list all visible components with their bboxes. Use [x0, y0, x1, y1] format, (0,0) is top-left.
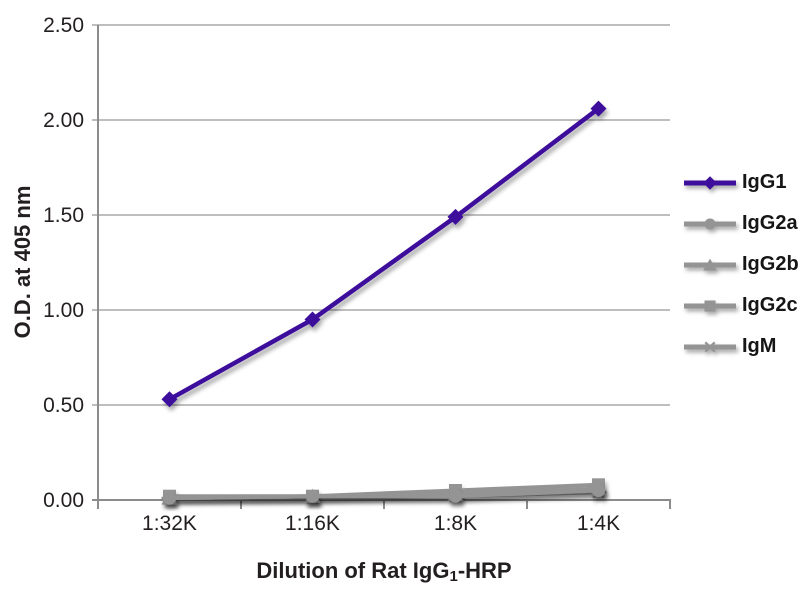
legend-item-IgG2a: IgG2a: [684, 203, 799, 244]
series-IgG1: [161, 100, 607, 408]
diamond-marker-icon: [447, 208, 464, 225]
legend-label: IgG2b: [742, 253, 799, 275]
legend-swatch-IgG2a: [684, 217, 736, 230]
y-tick-label: 2.50: [43, 14, 84, 37]
chart-legend: IgG1 IgG2a IgG2b IgG2c IgM: [684, 162, 799, 367]
y-tick-label: 0.00: [43, 489, 84, 512]
circle-marker-icon: [163, 491, 176, 505]
series-IgG2a: [163, 484, 605, 505]
legend-label: IgG2c: [742, 294, 798, 316]
square-marker-icon: [704, 299, 716, 312]
legend-swatch-IgG2b: [684, 258, 736, 271]
x-tick-label: 1:4K: [577, 512, 620, 535]
y-tick-label: 0.50: [43, 394, 84, 417]
legend-swatch-IgG2c: [684, 299, 736, 312]
diamond-marker-icon: [590, 100, 607, 117]
legend-item-IgG2c: IgG2c: [684, 285, 799, 326]
y-axis-tick-labels: 0.00 0.50 1.00 1.50 2.00 2.50: [43, 14, 84, 512]
x-tick-label: 1:16K: [285, 512, 340, 535]
x-axis-tick-labels: 1:32K 1:16K 1:8K 1:4K: [142, 512, 620, 535]
diamond-marker-icon: [304, 311, 321, 328]
legend-item-IgM: IgM: [684, 326, 799, 367]
series-line-IgG2a: [169, 488, 599, 501]
legend-label: IgG1: [742, 171, 787, 193]
x-axis-ticks: [97, 500, 671, 509]
x-tick-label: 1:32K: [142, 512, 197, 535]
circle-marker-icon: [592, 484, 605, 497]
x-axis-title: Dilution of Rat IgG1-HRP: [256, 558, 511, 585]
circle-marker-icon: [449, 489, 462, 503]
legend-swatch-IgG1: [684, 175, 736, 190]
legend-swatch-IgM: [684, 341, 736, 352]
circle-marker-icon: [306, 489, 319, 503]
diamond-marker-icon: [161, 391, 178, 408]
y-tick-label: 1.50: [43, 204, 84, 227]
y-tick-label: 1.00: [43, 299, 84, 322]
y-axis-title: O.D. at 405 nm: [10, 186, 35, 339]
star-marker-icon: [704, 341, 716, 352]
legend-label: IgM: [742, 335, 777, 357]
diamond-marker-icon: [703, 175, 717, 190]
axes: [92, 25, 671, 509]
data-series: [161, 100, 607, 505]
x-tick-label: 1:8K: [434, 512, 477, 535]
legend-item-IgG2b: IgG2b: [684, 244, 799, 285]
gridlines: [92, 24, 670, 501]
legend-label: IgG2a: [742, 212, 798, 234]
legend-item-IgG1: IgG1: [684, 162, 799, 203]
y-tick-label: 2.00: [43, 109, 84, 132]
triangle-marker-icon: [703, 258, 717, 271]
circle-marker-icon: [704, 217, 716, 230]
series-line-IgG1: [168, 106, 600, 402]
